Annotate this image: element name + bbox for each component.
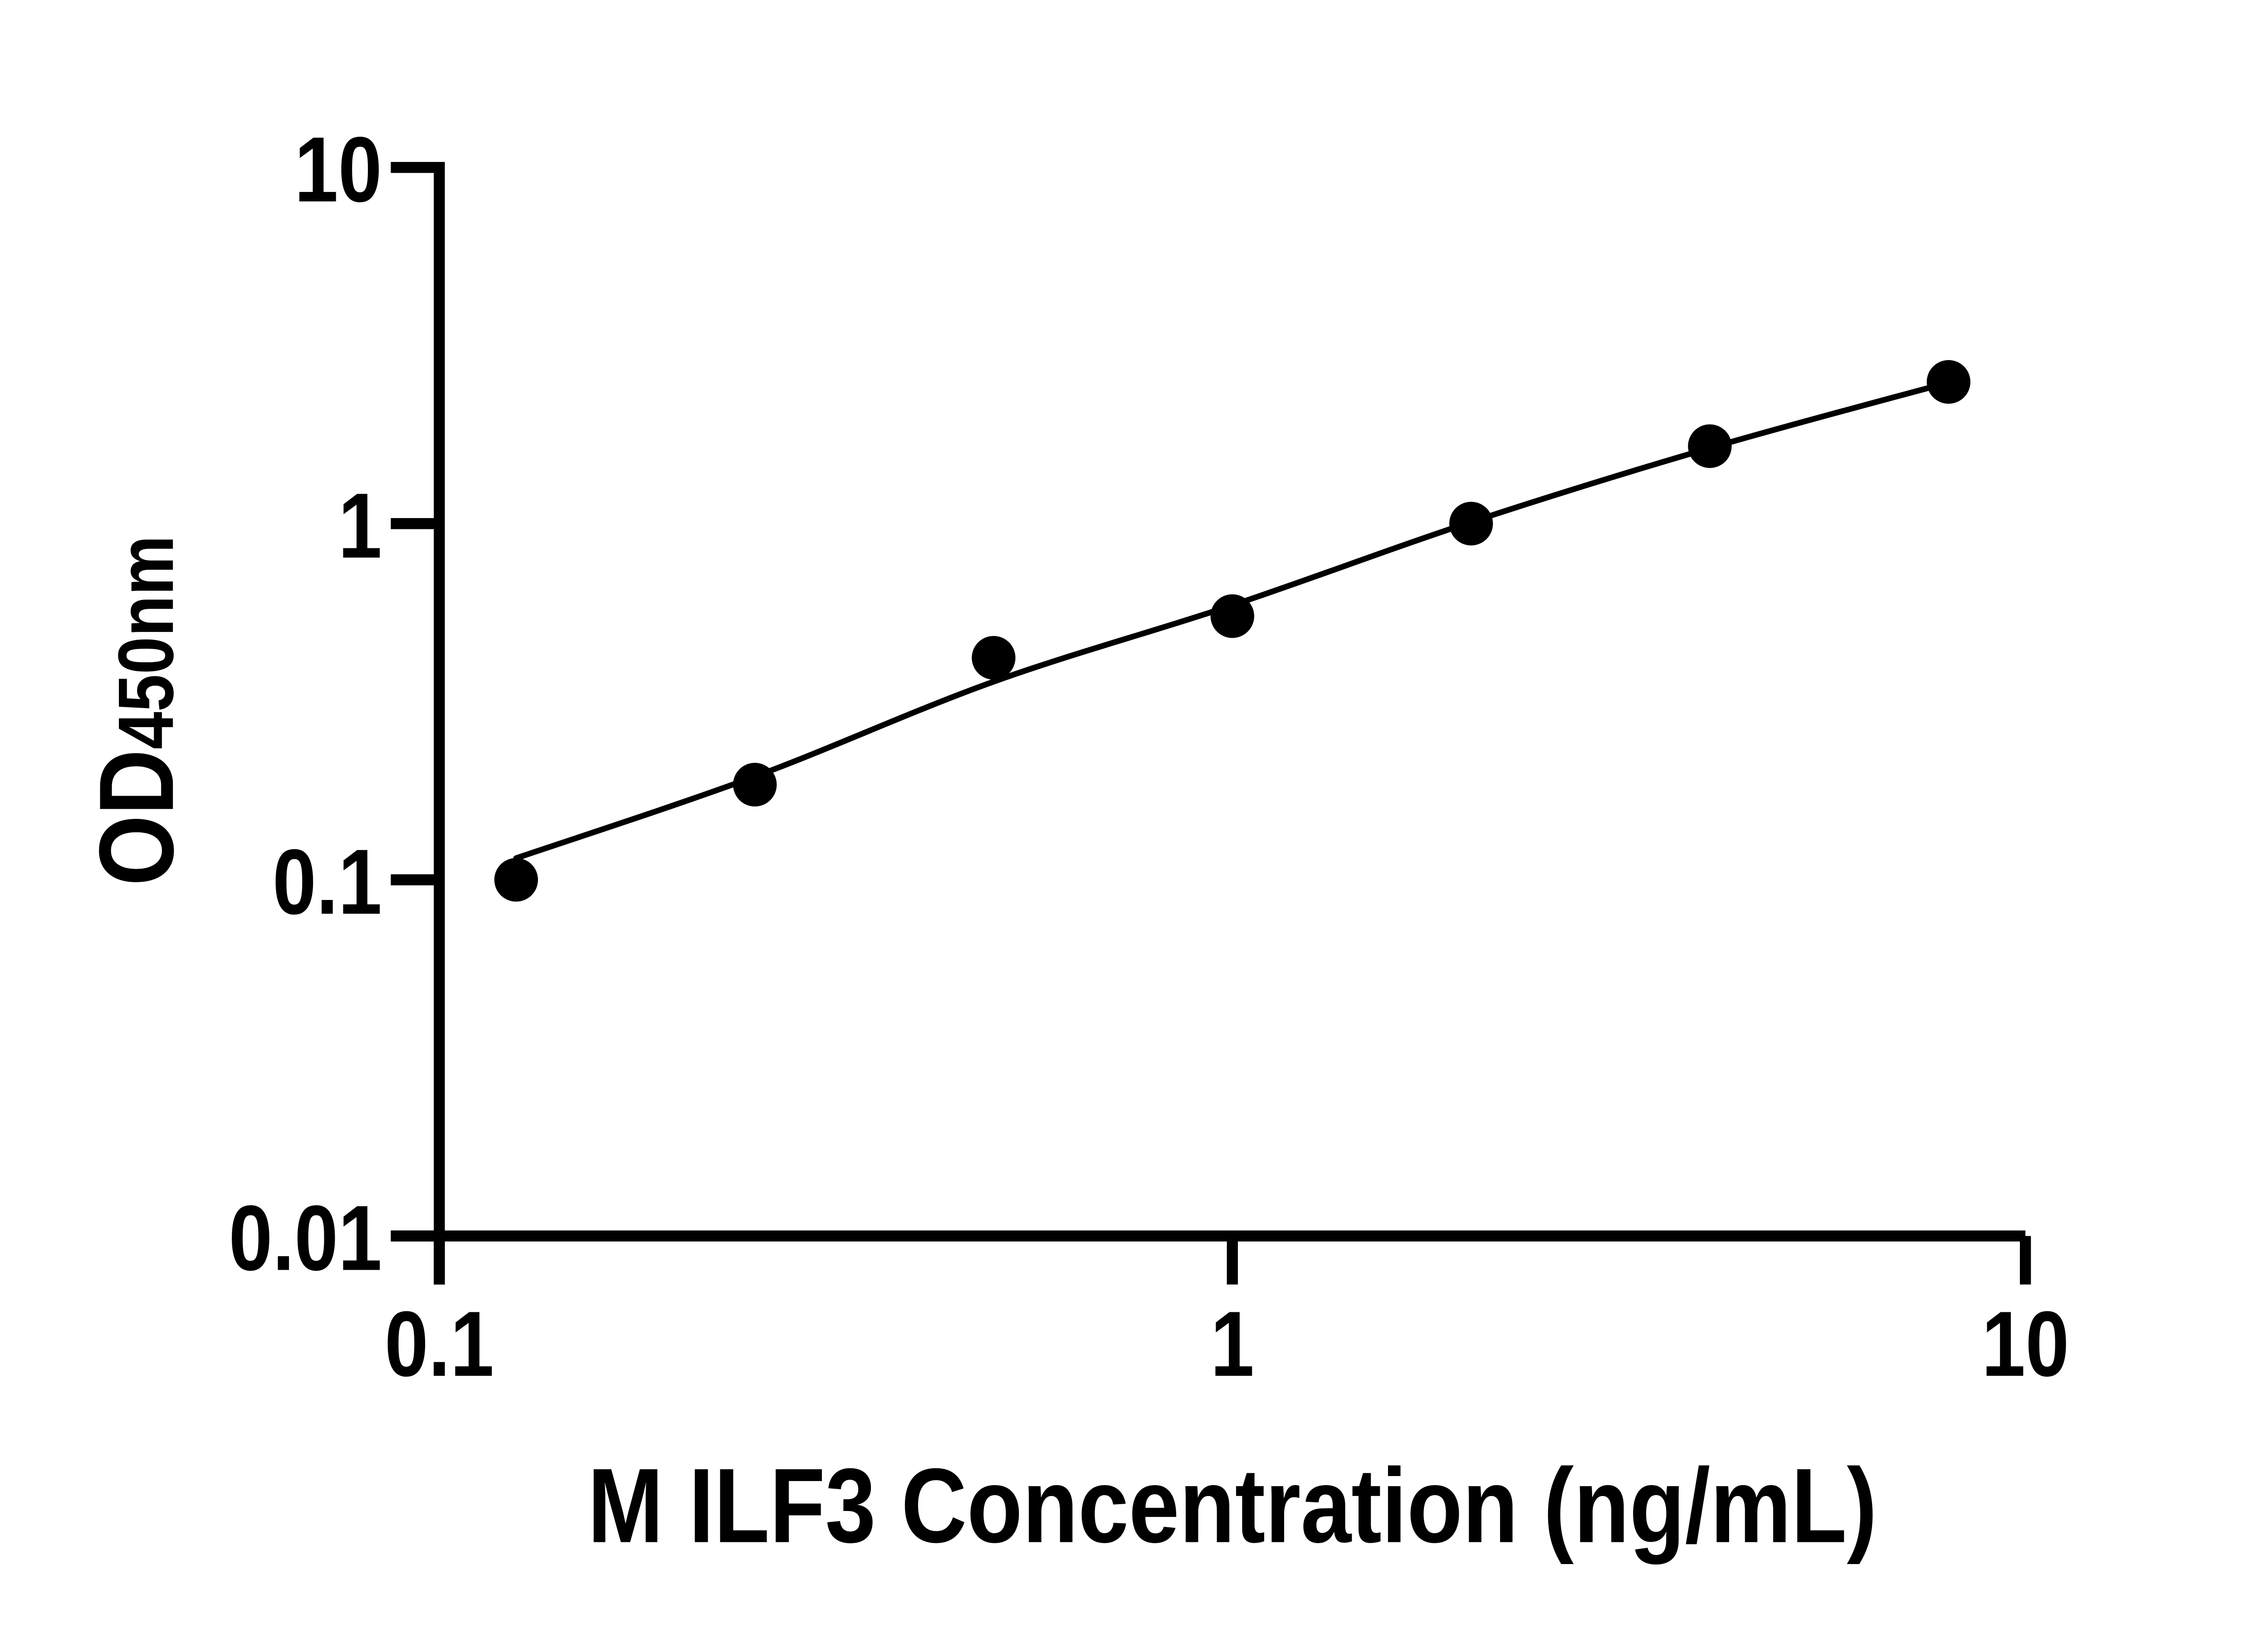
y-tick-label: 0.01 [229,1186,382,1290]
y-axis-title-sub: 450nm [103,535,190,749]
data-point [972,636,1016,680]
y-tick-label: 1 [338,474,382,577]
y-axis-title-main: OD [78,749,196,886]
data-point [733,763,777,807]
data-point [1210,594,1254,638]
data-point [1449,502,1493,546]
y-axis-title: OD450nm [78,535,196,886]
data-point [494,858,538,902]
y-tick-label: 0.1 [273,830,382,934]
plot-area [494,360,1970,902]
data-point [1926,360,1970,404]
axis-labels: M ILF3 Concentration (ng/mL) OD450nm [78,535,1877,1565]
x-axis-title: M ILF3 Concentration (ng/mL) [587,1447,1877,1565]
x-tick-label: 1 [1211,1292,1255,1396]
chart-background [0,22,2268,1611]
x-tick-label: 10 [1982,1292,2069,1396]
data-point [1688,424,1732,468]
x-tick-label: 0.1 [385,1292,494,1396]
y-tick-label: 10 [294,118,382,221]
